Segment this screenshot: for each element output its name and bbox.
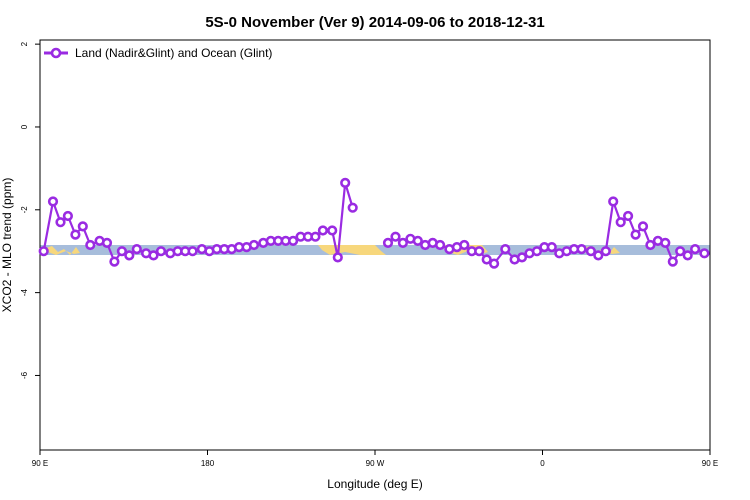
data-point [187,246,198,257]
data-point [55,217,66,228]
data-point [593,250,604,261]
y-tick-label: -4 [20,289,29,297]
data-point [500,244,511,255]
data-point [62,210,73,222]
land-patch-asia [46,246,80,255]
legend: Land (Nadir&Glint) and Ocean (Glint) [44,46,272,60]
x-tick-label: 0 [540,459,545,468]
data-point [615,217,626,228]
data-point [637,221,649,232]
data-point [124,250,135,261]
data-point [585,246,597,257]
series-layer [38,177,710,269]
data-point [382,237,394,248]
data-point [340,177,351,188]
legend-label: Land (Nadir&Glint) and Ocean (Glint) [75,46,272,60]
data-point [347,202,358,213]
data-point [675,246,686,257]
chart-title: 5S-0 November (Ver 9) 2014-09-06 to 2018… [205,14,544,31]
data-point [101,237,113,248]
data-point [481,254,492,265]
data-point [435,239,446,251]
x-axis-label: Longitude (deg E) [327,477,422,491]
data-point [131,244,142,255]
x-tick-label: 180 [201,459,215,468]
data-point [600,246,611,257]
y-axis: 2 0 -2 -4 -6 [20,41,40,379]
data-point [645,239,656,251]
x-tick-label: 90 W [366,459,385,468]
data-point [412,235,423,246]
data-point [109,256,120,267]
data-point [576,244,587,255]
data-point [397,237,409,248]
data-point [332,252,343,263]
data-point [288,235,299,246]
data-point [116,246,127,257]
data-point [155,246,167,257]
data-point [622,210,634,222]
y-tick-label: 0 [20,124,29,129]
y-tick-label: -2 [20,206,29,214]
y-tick-label: 2 [20,41,29,46]
x-axis: 90 E 180 90 W 0 90 E [32,450,718,468]
data-point [689,244,701,255]
data-point [608,196,619,207]
data-point [682,250,693,261]
y-tick-label: -6 [20,371,29,379]
data-point [630,229,641,240]
data-point [546,242,557,253]
data-point [474,246,485,257]
legend-marker [50,47,62,59]
data-point [317,225,329,236]
data-point [85,239,96,251]
data-point [459,239,470,251]
data-point [38,246,49,257]
data-point [699,248,710,259]
x-tick-label: 90 E [702,459,718,468]
data-point [248,239,260,251]
data-point [660,237,671,248]
data-point [390,231,401,242]
data-point [148,250,159,261]
y-axis-label: XCO2 - MLO trend (ppm) [0,178,14,313]
data-point [667,256,678,267]
data-point [327,225,338,236]
data-point [489,258,500,269]
data-point [516,252,528,263]
data-point [77,221,88,232]
data-point [47,196,59,207]
data-point [531,246,543,257]
data-point [310,231,321,242]
data-point [70,229,81,240]
x-tick-label: 90 E [32,459,48,468]
